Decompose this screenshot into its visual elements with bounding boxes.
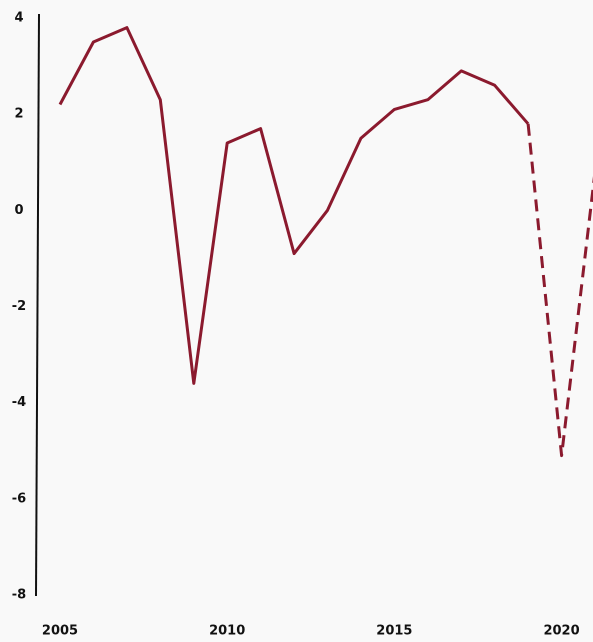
y-axis-line <box>35 13 40 597</box>
series-line <box>58 26 530 385</box>
y-tick-label: -6 <box>12 491 26 506</box>
series-layer <box>58 26 593 458</box>
x-tick-label: 2020 <box>543 624 579 639</box>
y-tick-label: -8 <box>12 588 26 603</box>
y-tick-label: 4 <box>14 11 23 26</box>
x-axis-ticks: 2005 2010 2015 2020 <box>42 624 580 639</box>
x-tick-label: 2010 <box>209 624 245 639</box>
x-tick-label: 2015 <box>376 624 412 639</box>
x-tick-label: 2005 <box>42 624 78 639</box>
y-tick-label: -2 <box>12 299 26 314</box>
y-tick-label: 0 <box>14 203 23 218</box>
y-tick-label: -4 <box>12 395 26 410</box>
y-axis-ticks: 4 2 0 -2 -4 -6 -8 <box>12 11 26 603</box>
forecast-series-line <box>526 123 593 458</box>
y-tick-label: 2 <box>14 107 23 122</box>
